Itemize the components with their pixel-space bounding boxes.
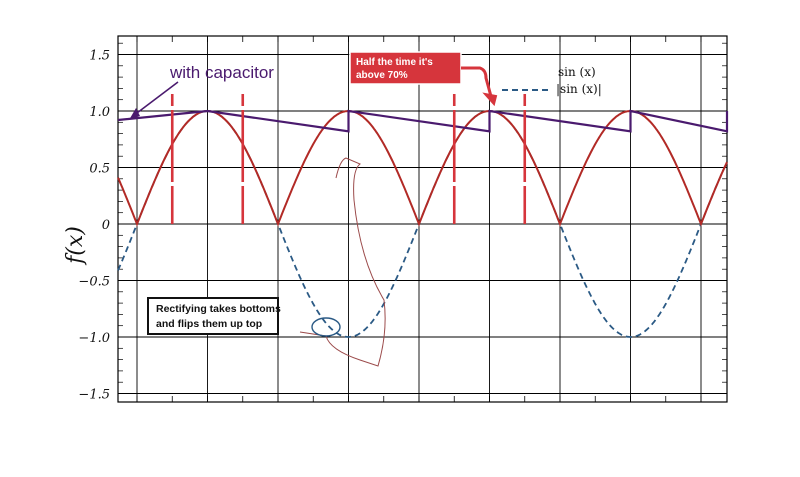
series-capacitor-line	[117, 109, 729, 133]
legend: sin (x) |sin (x)|	[502, 65, 602, 96]
half-time-box	[349, 51, 462, 85]
plot-frame	[117, 35, 728, 403]
rectify-line-2: and flips them up top	[156, 318, 262, 330]
legend-label-abs: |sin (x)|	[556, 82, 602, 96]
y-tick-label: 0	[102, 218, 110, 233]
y-tick-label: 1.5	[89, 49, 110, 64]
capacitor-arrow-head	[129, 108, 140, 120]
series-layer	[117, 94, 729, 338]
legend-label-sin: sin (x)	[558, 65, 596, 79]
half-time-line-2: above 70%	[356, 70, 408, 81]
half-time-arrow	[461, 66, 494, 101]
half-time-line-1: Half the time it's	[356, 57, 433, 68]
y-tick-label: −1.0	[78, 331, 110, 346]
capacitor-annotation: with capacitor	[129, 63, 274, 120]
rectify-annotation: Rectifying takes bottoms and flips them …	[147, 157, 386, 367]
y-tick-label: −0.5	[78, 275, 110, 290]
y-axis-label: f(x)	[63, 226, 88, 266]
plot-background	[118, 36, 727, 402]
rectify-scribble	[299, 157, 386, 367]
capacitor-label: with capacitor	[169, 63, 274, 82]
series-abs-sin-line	[117, 110, 728, 227]
rectify-line-1: Rectifying takes bottoms	[156, 303, 281, 315]
y-tick-label: −1.5	[78, 388, 110, 403]
rectify-box	[147, 297, 279, 335]
half-time-annotation: Half the time it's above 70%	[349, 51, 498, 107]
y-tick-label: 0.5	[89, 162, 110, 177]
half-time-arrow-head	[482, 92, 498, 107]
y-tick-label: 1.0	[89, 105, 110, 120]
capacitor-arrow	[132, 81, 179, 117]
rectify-circle	[311, 317, 341, 337]
y-axis-ticks: 1.5 1.0 0.5 0 −0.5 −1.0 −1.5	[78, 49, 110, 403]
